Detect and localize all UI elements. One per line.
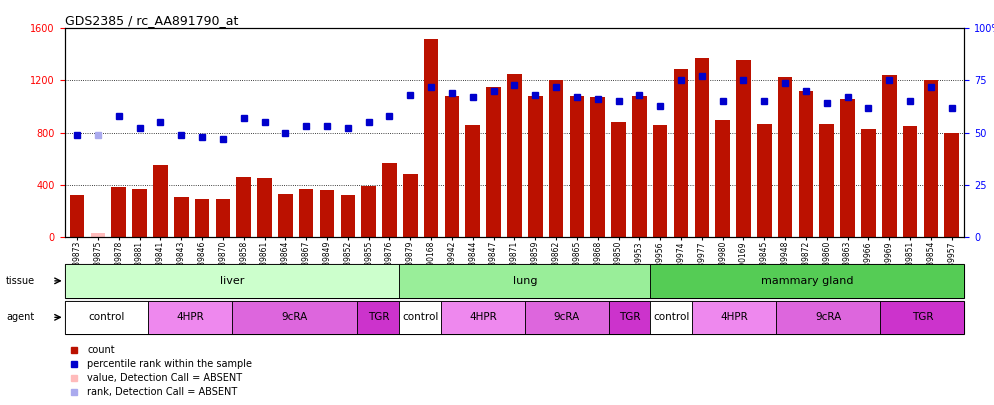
Bar (465, 125, 480, 237)
Bar (608, 301, 650, 334)
Bar (362, 186, 376, 237)
Bar (358, 301, 400, 334)
Bar (840, 99, 855, 237)
Bar (757, 124, 771, 237)
Bar (111, 188, 126, 237)
Bar (528, 96, 543, 237)
Bar (216, 199, 231, 237)
Bar (819, 124, 834, 237)
Bar (611, 122, 626, 237)
Bar (944, 133, 959, 237)
Text: 9cRA: 9cRA (281, 312, 308, 322)
Bar (882, 75, 897, 237)
Bar (70, 195, 84, 237)
Bar (132, 189, 147, 237)
Bar (400, 301, 441, 334)
Bar (257, 178, 271, 237)
Text: liver: liver (220, 276, 245, 286)
Text: 9cRA: 9cRA (815, 312, 841, 322)
Text: percentile rank within the sample: percentile rank within the sample (87, 359, 252, 369)
Bar (232, 301, 358, 334)
Text: agent: agent (6, 312, 34, 322)
Text: control: control (88, 312, 124, 322)
Bar (278, 194, 292, 237)
Bar (441, 301, 525, 334)
Bar (153, 165, 168, 237)
Bar (237, 177, 250, 237)
Bar (650, 301, 692, 334)
Bar (444, 96, 459, 237)
Bar (650, 264, 964, 298)
Text: control: control (653, 312, 690, 322)
Bar (400, 264, 650, 298)
Bar (632, 96, 647, 237)
Bar (423, 39, 438, 237)
Bar (798, 91, 813, 237)
Bar (65, 264, 400, 298)
Text: GDS2385 / rc_AA891790_at: GDS2385 / rc_AA891790_at (65, 14, 238, 27)
Bar (692, 301, 776, 334)
Bar (549, 81, 564, 237)
Bar (486, 87, 501, 237)
Text: TGR: TGR (911, 312, 933, 322)
Bar (570, 96, 584, 237)
Bar (174, 196, 189, 237)
Bar (90, 233, 105, 237)
Text: mammary gland: mammary gland (761, 276, 854, 286)
Bar (923, 81, 938, 237)
Bar (861, 129, 876, 237)
Bar (148, 301, 232, 334)
Bar (778, 77, 792, 237)
Bar (341, 195, 355, 237)
Text: rank, Detection Call = ABSENT: rank, Detection Call = ABSENT (87, 387, 238, 397)
Bar (653, 125, 667, 237)
Text: TGR: TGR (618, 312, 640, 322)
Bar (320, 190, 334, 237)
Text: tissue: tissue (6, 276, 35, 286)
Bar (716, 119, 730, 237)
Text: 9cRA: 9cRA (554, 312, 580, 322)
Bar (507, 74, 522, 237)
Bar (65, 301, 148, 334)
Bar (195, 199, 210, 237)
Bar (881, 301, 964, 334)
Bar (590, 98, 605, 237)
Bar (299, 189, 313, 237)
Text: 4HPR: 4HPR (176, 312, 204, 322)
Bar (525, 301, 608, 334)
Bar (776, 301, 881, 334)
Text: value, Detection Call = ABSENT: value, Detection Call = ABSENT (87, 373, 243, 383)
Bar (903, 126, 917, 237)
Bar (737, 60, 750, 237)
Bar (674, 69, 688, 237)
Text: control: control (402, 312, 438, 322)
Text: 4HPR: 4HPR (469, 312, 497, 322)
Text: count: count (87, 345, 114, 355)
Bar (382, 163, 397, 237)
Text: 4HPR: 4HPR (721, 312, 747, 322)
Text: lung: lung (513, 276, 537, 286)
Text: TGR: TGR (368, 312, 390, 322)
Bar (695, 58, 709, 237)
Bar (403, 175, 417, 237)
